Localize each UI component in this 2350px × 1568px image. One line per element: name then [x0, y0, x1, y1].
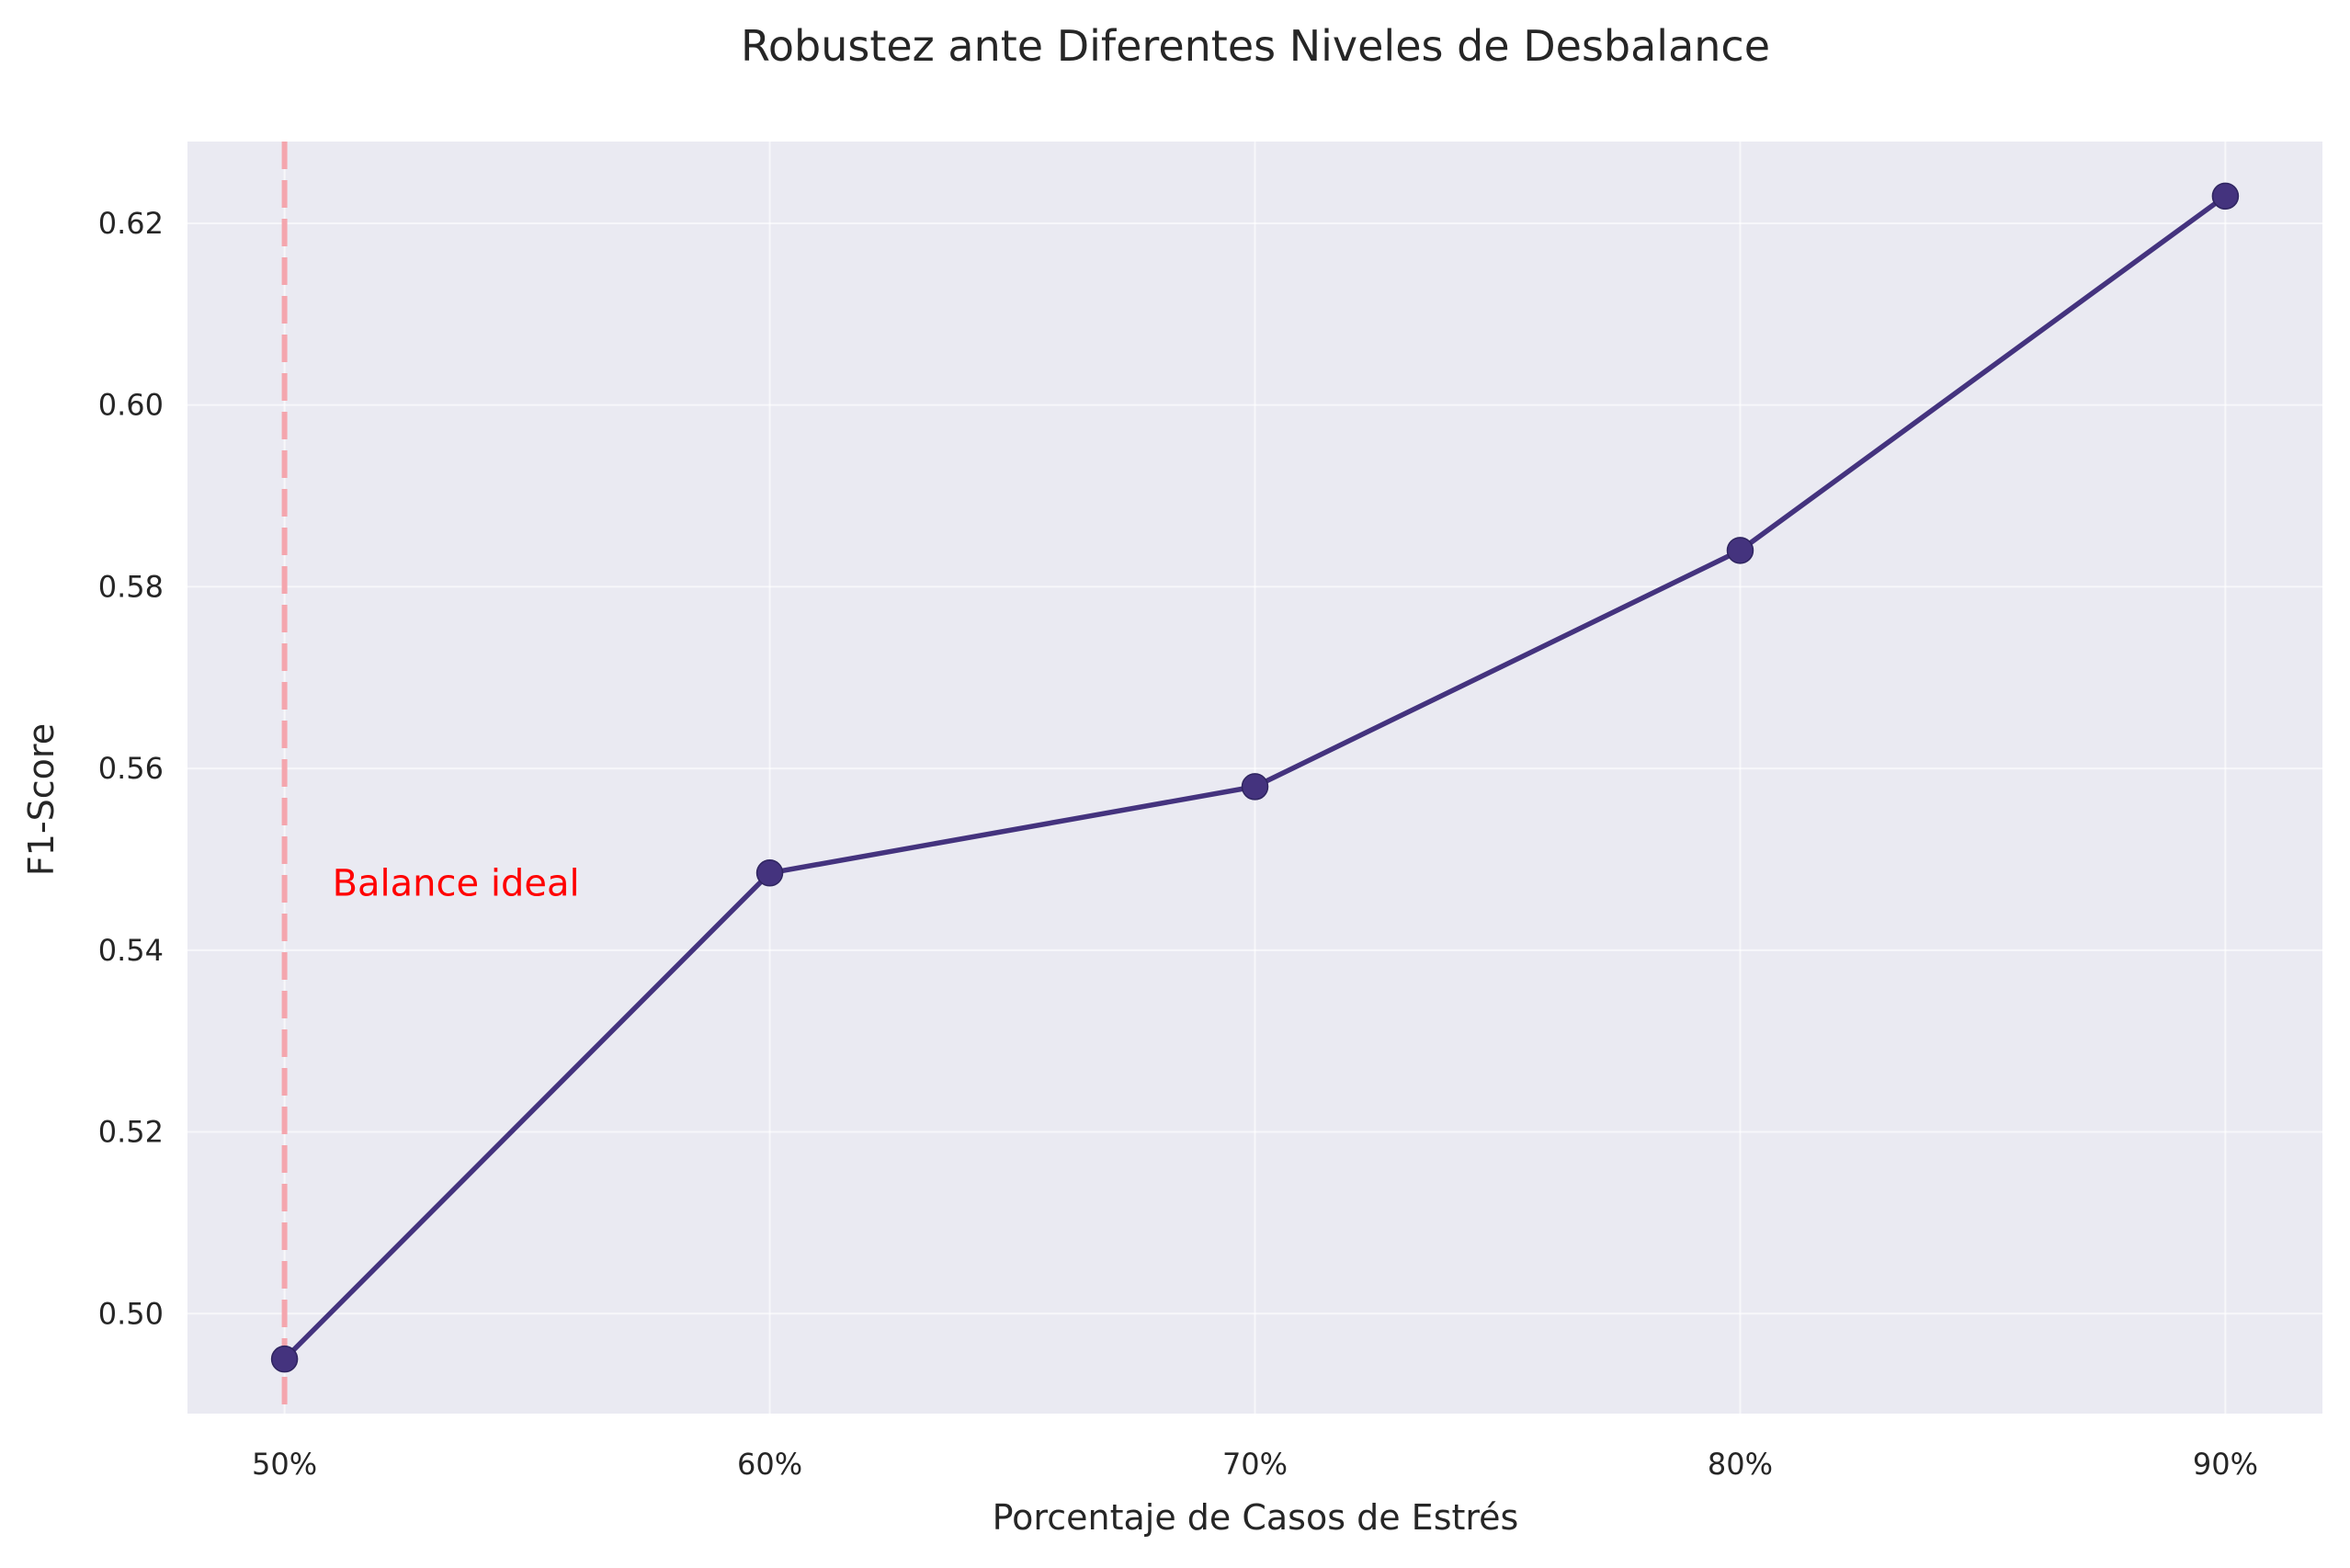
data-point: [755, 859, 784, 887]
y-tick-label: 0.58: [98, 569, 164, 604]
y-axis-label: F1-Score: [21, 723, 62, 876]
chart-title: Robustez ante Diferentes Niveles de Desb…: [741, 21, 1770, 71]
reference-line-label: Balance ideal: [333, 863, 580, 905]
x-tick-label: 70%: [1222, 1447, 1288, 1482]
x-tick-label: 90%: [2193, 1447, 2258, 1482]
x-tick-label: 80%: [1708, 1447, 1773, 1482]
y-tick-label: 0.56: [98, 751, 164, 786]
x-tick-label: 60%: [737, 1447, 802, 1482]
y-tick-label: 0.62: [98, 206, 164, 241]
y-tick-label: 0.54: [98, 933, 164, 968]
y-tick-label: 0.52: [98, 1115, 164, 1150]
reference-layer: Balance ideal: [281, 142, 580, 1414]
data-point: [270, 1345, 299, 1373]
x-axis-label: Porcentaje de Casos de Estrés: [993, 1497, 1519, 1538]
data-point: [1726, 537, 1754, 564]
series-layer: [270, 182, 2240, 1373]
data-point: [2211, 182, 2240, 210]
y-tick-label: 0.60: [98, 388, 164, 423]
y-tick-label: 0.50: [98, 1296, 164, 1331]
tick-labels: 50% 60% 70% 80% 90% 0.50 0.52 0.54 0.56 0.58 0.60 0…: [98, 206, 2258, 1482]
data-point: [1241, 773, 1269, 801]
grid: [187, 142, 2322, 1414]
x-tick-label: 50%: [252, 1447, 317, 1482]
